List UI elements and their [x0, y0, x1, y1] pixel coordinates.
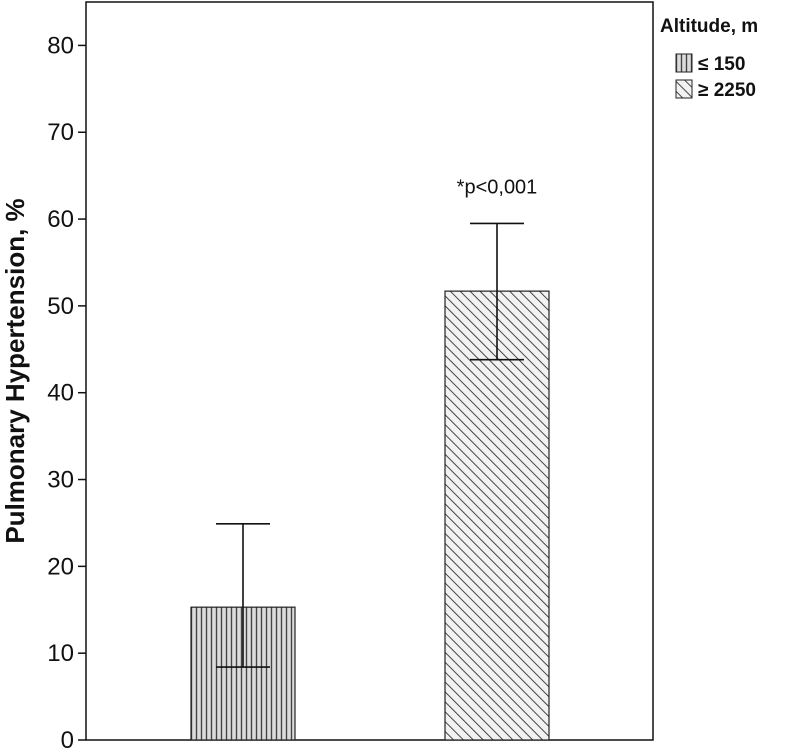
legend: Altitude, m ≤ 150 ≥ 2250	[660, 16, 758, 101]
error-bar	[470, 222, 524, 361]
legend-title: Altitude, m	[660, 16, 758, 37]
error-bar	[216, 523, 270, 668]
y-tick-label: 10	[47, 640, 74, 667]
legend-label-low-altitude: ≤ 150	[698, 54, 745, 75]
legend-swatch-low-altitude	[675, 53, 693, 73]
y-axis: 0 10 20 30 40 50 60 70 80	[47, 32, 86, 754]
bar-high-altitude	[444, 290, 550, 741]
y-tick-label: 20	[47, 553, 74, 580]
y-tick-label: 0	[61, 727, 74, 754]
bars	[190, 290, 550, 741]
y-tick-label: 50	[47, 293, 74, 320]
legend-label-high-altitude: ≥ 2250	[698, 80, 756, 101]
y-tick-label: 40	[47, 380, 74, 407]
y-tick-label: 80	[47, 32, 74, 59]
significance-annotation: *p<0,001	[457, 176, 538, 198]
plot-frame	[85, 1, 654, 741]
y-tick-label: 30	[47, 467, 74, 494]
y-axis-label: Pulmonary Hypertension, %	[0, 198, 30, 543]
y-tick-label: 70	[47, 119, 74, 146]
legend-swatch-high-altitude	[675, 79, 693, 99]
y-tick-label: 60	[47, 206, 74, 233]
error-bars	[216, 222, 524, 668]
